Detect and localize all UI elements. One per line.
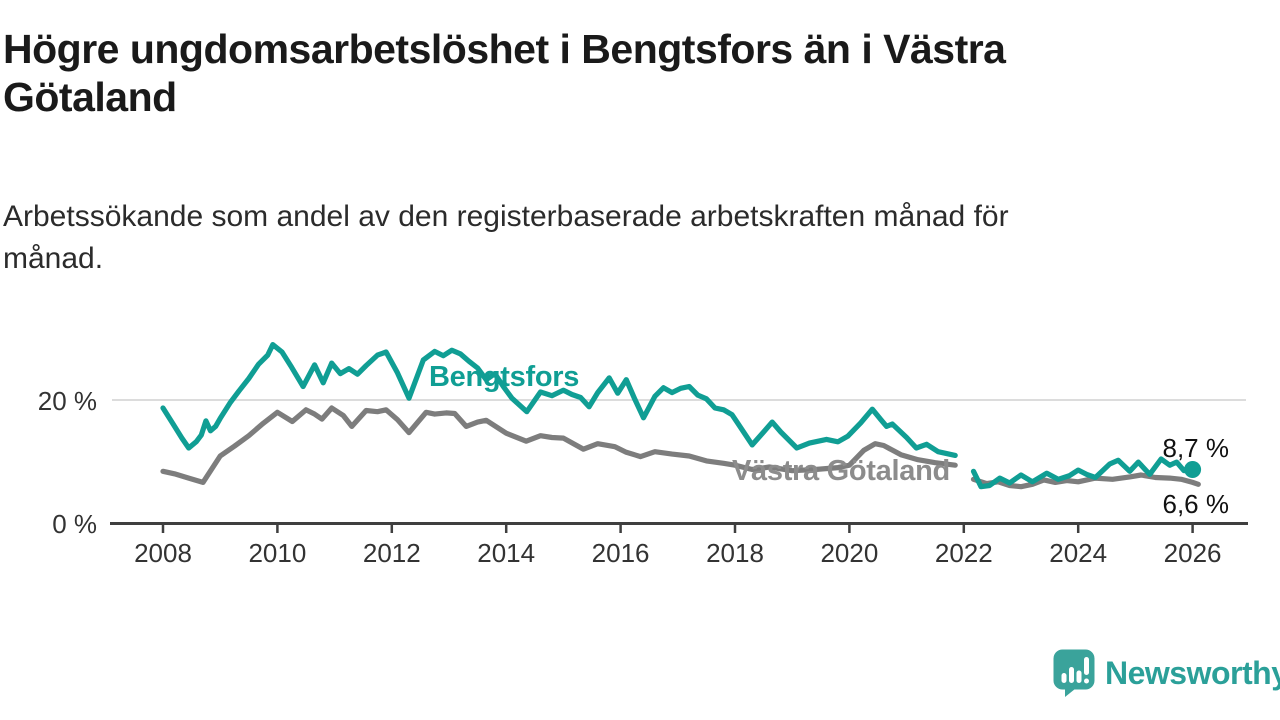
latest-point-marker	[1184, 460, 1202, 478]
x-axis-label-2008: 2008	[134, 538, 192, 568]
series-line-vastra-gotaland-segment-1	[160, 405, 958, 485]
x-axis-label-2012: 2012	[362, 538, 421, 568]
x-axis-label-2026: 2026	[1163, 538, 1222, 568]
series-label-bengtsfors: Bengtsfors	[429, 361, 580, 393]
series-line-bengtsfors-segment-1	[160, 342, 958, 458]
x-axis-label-2018: 2018	[706, 538, 764, 568]
x-axis-label-2016: 2016	[591, 538, 650, 568]
y-axis-label-20: 20 %	[37, 386, 97, 416]
page-title-line-1: Högre ungdomsarbetslöshet i Bengtsfors ä…	[3, 26, 1006, 72]
y-axis-label-0: 0 %	[52, 509, 97, 539]
series-label-vastra-gotaland: Västra Götaland	[732, 455, 950, 487]
page-title-line-2: Götaland	[3, 74, 177, 120]
x-axis-label-2010: 2010	[248, 538, 307, 568]
x-axis-label-2024: 2024	[1049, 538, 1108, 568]
chart-subtitle-line-1: Arbetssökande som andel av den registerb…	[3, 200, 1009, 233]
series-line-bengtsfors-segment-2	[970, 456, 1196, 490]
page-title: Högre ungdomsarbetslöshet i Bengtsfors ä…	[3, 25, 1213, 121]
chart-subtitle-line-2: månad.	[3, 242, 104, 275]
x-axis-label-2014: 2014	[477, 538, 536, 568]
chart-subtitle: Arbetssökande som andel av den registerb…	[3, 196, 1193, 280]
latest-value-vastra-gotaland: 6,6 %	[1162, 489, 1230, 519]
x-axis-label-2020: 2020	[820, 538, 879, 568]
latest-value-bengtsfors: 8,7 %	[1162, 433, 1230, 463]
newsworthy-logo: Newsworthy	[1053, 649, 1280, 698]
newsworthy-logo-text: Newsworthy	[1105, 655, 1280, 691]
x-axis-label-2022: 2022	[934, 538, 993, 568]
newsworthy-logo-icon	[1053, 649, 1095, 697]
